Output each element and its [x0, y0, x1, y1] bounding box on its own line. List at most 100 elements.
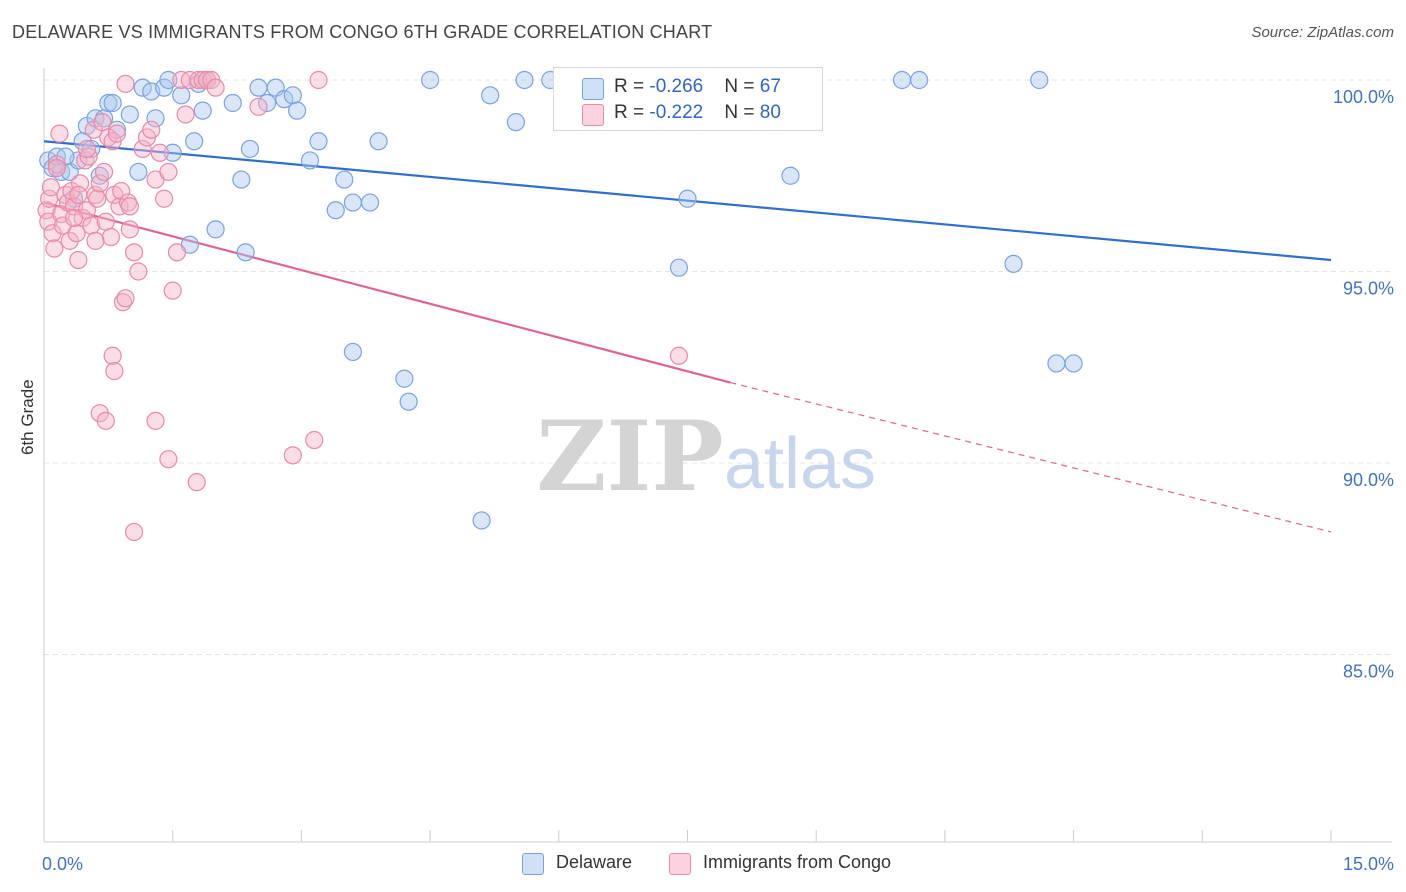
trendline-congo-extension	[730, 381, 1332, 533]
point-congo	[50, 124, 69, 143]
point-delaware	[326, 201, 345, 220]
point-delaware	[369, 132, 388, 151]
legend-n-label: N =	[724, 102, 760, 123]
trendline-congo	[43, 201, 731, 384]
point-delaware	[335, 170, 354, 189]
point-delaware	[1047, 354, 1066, 373]
point-delaware	[236, 243, 255, 262]
point-delaware	[472, 511, 491, 530]
points	[37, 70, 1083, 542]
point-congo	[155, 189, 174, 208]
point-congo	[159, 450, 178, 469]
point-congo	[309, 70, 328, 90]
point-delaware	[1004, 254, 1023, 273]
point-delaware	[133, 78, 152, 97]
point-congo	[105, 361, 124, 381]
trendline-delaware	[43, 140, 1332, 262]
point-congo	[47, 158, 66, 178]
point-delaware	[421, 70, 440, 90]
legend-n-value: 80	[759, 102, 781, 123]
point-delaware	[481, 86, 500, 105]
legend-n-label: N =	[724, 76, 760, 97]
trendlines	[43, 140, 1332, 533]
y-tick-label: 95.0%	[1343, 279, 1394, 299]
source-label: Source: ZipAtlas.com	[1251, 24, 1394, 41]
y-tick-label: 85.0%	[1343, 662, 1394, 682]
point-congo	[283, 446, 302, 465]
point-delaware	[300, 151, 320, 170]
y-tick-label: 100.0%	[1333, 87, 1394, 107]
point-congo	[90, 174, 109, 193]
bottom-legend-label: Delaware	[556, 852, 633, 872]
point-delaware	[185, 132, 204, 151]
watermark-atlas: atlas	[724, 424, 876, 504]
point-congo	[142, 120, 161, 139]
point-congo	[101, 227, 121, 247]
point-delaware	[395, 369, 414, 388]
point-congo	[124, 522, 144, 542]
tick-labels: 85.0% 90.0% 95.0% 100.0% 0.0% 15.0%	[42, 87, 1394, 874]
legend-r-value: -0.266	[649, 76, 704, 97]
point-congo	[93, 113, 112, 132]
legend-swatch-congo	[582, 104, 604, 126]
point-delaware	[360, 193, 380, 212]
point-congo	[112, 181, 131, 201]
point-delaware	[249, 78, 268, 97]
point-congo	[133, 139, 152, 159]
point-delaware	[223, 93, 242, 113]
point-delaware	[103, 93, 122, 113]
point-delaware	[172, 86, 191, 105]
watermark: ZIP atlas	[536, 400, 876, 513]
point-congo	[163, 281, 182, 300]
point-delaware	[678, 189, 697, 208]
point-delaware	[892, 70, 912, 90]
point-delaware	[343, 342, 362, 362]
point-congo	[94, 162, 114, 182]
legend-r-label: R =	[614, 76, 650, 97]
point-congo	[77, 139, 97, 159]
point-delaware	[232, 170, 251, 189]
point-delaware	[669, 258, 689, 277]
point-congo	[249, 97, 268, 116]
point-delaware	[257, 93, 277, 113]
point-delaware	[515, 70, 534, 90]
x-tick-label: 0.0%	[42, 854, 83, 874]
point-congo	[69, 185, 88, 204]
point-congo	[43, 224, 62, 243]
legend-n-value: 67	[759, 76, 781, 97]
point-delaware	[283, 86, 302, 105]
watermark-zip: ZIP	[536, 400, 723, 513]
point-delaware	[309, 132, 328, 151]
point-delaware	[399, 392, 418, 411]
point-delaware	[99, 93, 118, 113]
point-congo	[167, 243, 187, 262]
point-delaware	[275, 90, 294, 109]
point-congo	[159, 162, 178, 182]
point-congo	[110, 197, 129, 216]
point-congo	[60, 231, 79, 250]
point-congo	[124, 243, 144, 262]
point-congo	[116, 289, 135, 308]
point-congo	[187, 473, 206, 492]
point-congo	[120, 197, 139, 216]
point-delaware	[193, 101, 212, 120]
gridlines	[44, 79, 1392, 655]
point-delaware	[506, 113, 526, 132]
axes	[43, 68, 1392, 843]
point-congo	[96, 212, 115, 231]
x-tick-label: 15.0%	[1343, 854, 1394, 874]
point-delaware	[910, 70, 929, 90]
chart-title: DELAWARE VS IMMIGRANTS FROM CONGO 6TH GR…	[12, 22, 713, 42]
point-congo	[107, 124, 127, 143]
point-congo	[86, 231, 105, 250]
legend: R = -0.266 N = 67 R = -0.222 N = 80	[553, 67, 823, 131]
point-congo	[116, 74, 135, 93]
point-congo	[120, 220, 139, 239]
point-congo	[305, 430, 324, 450]
point-congo	[69, 250, 88, 270]
bottom-legend-label: Immigrants from Congo	[703, 852, 892, 872]
point-delaware	[781, 166, 800, 185]
point-congo	[47, 155, 66, 174]
point-congo	[70, 174, 90, 193]
